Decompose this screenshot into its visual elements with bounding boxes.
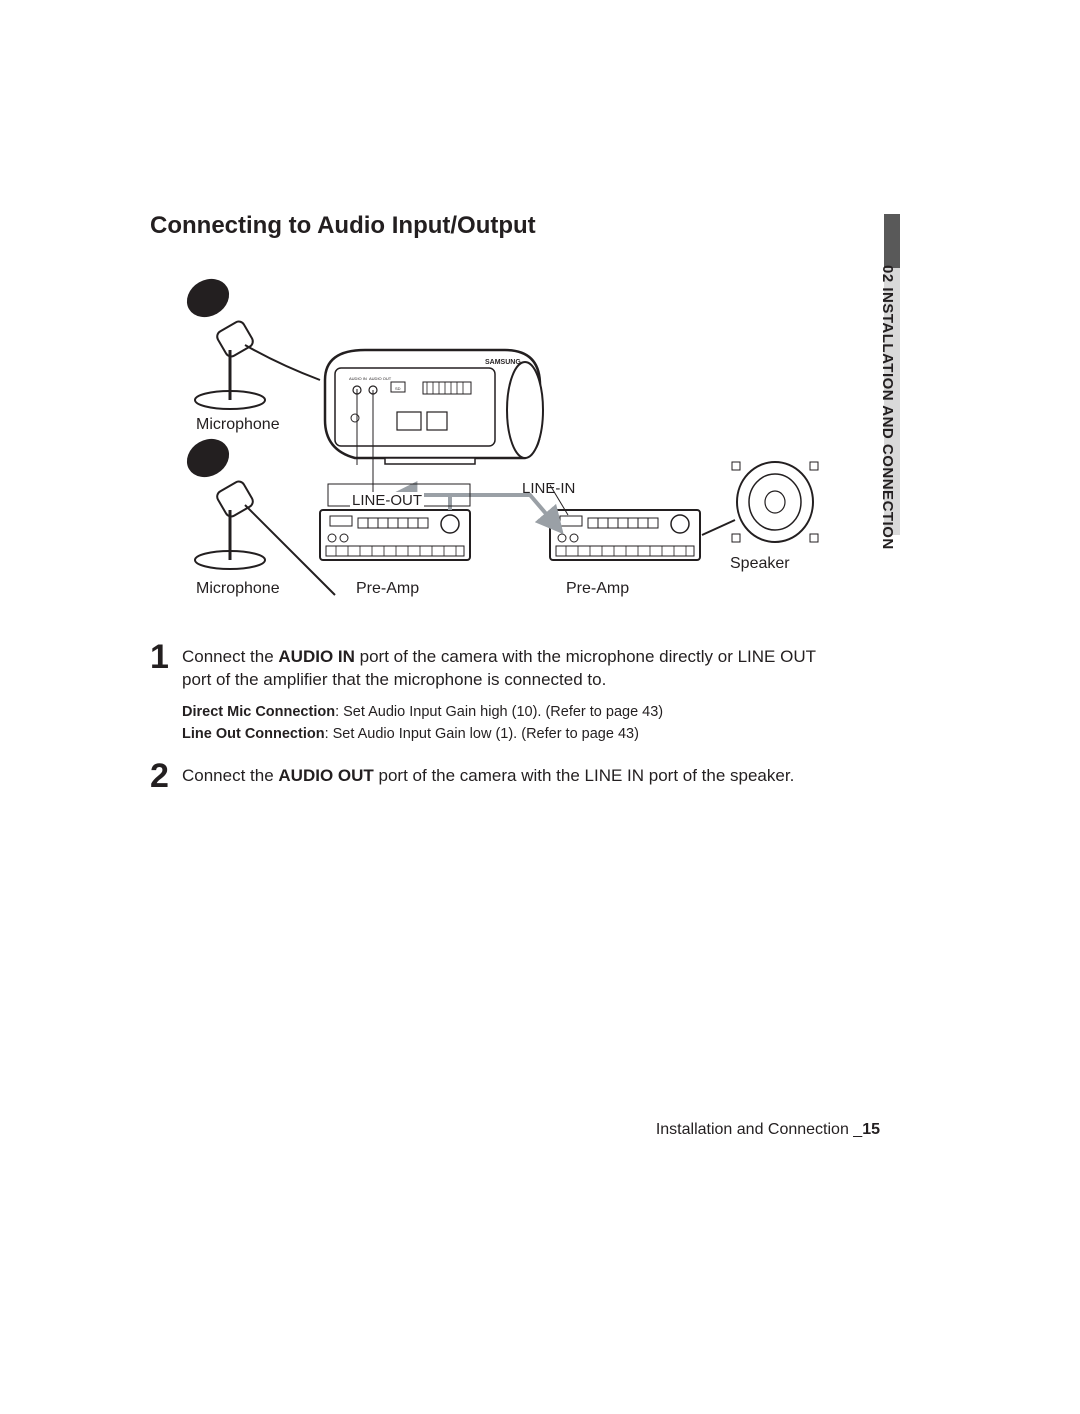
camera-icon: AUDIO IN AUDIO OUT SD bbox=[325, 350, 543, 464]
label-speaker: Speaker bbox=[730, 555, 790, 573]
step-1-notes: Direct Mic Connection: Set Audio Input G… bbox=[182, 702, 840, 746]
svg-text:SAMSUNG: SAMSUNG bbox=[485, 359, 521, 366]
side-tab-text: 02 INSTALLATION AND CONNECTION bbox=[879, 265, 896, 550]
preamp-left-icon bbox=[320, 510, 470, 560]
microphone-bottom-icon bbox=[180, 431, 335, 595]
step-1-number: 1 bbox=[150, 640, 178, 674]
svg-text:AUDIO IN: AUDIO IN bbox=[349, 376, 367, 381]
step-2-number: 2 bbox=[150, 759, 178, 793]
side-tab-bg-dark bbox=[884, 214, 900, 268]
step-2-body: Connect the AUDIO OUT port of the camera… bbox=[182, 759, 840, 788]
side-tab: 02 INSTALLATION AND CONNECTION bbox=[862, 215, 882, 545]
label-microphone-top: Microphone bbox=[196, 416, 280, 434]
step-1-note-1: Direct Mic Connection: Set Audio Input G… bbox=[182, 702, 840, 724]
side-tab-number: 02 bbox=[879, 265, 896, 283]
footer-section: Installation and Connection _ bbox=[656, 1121, 862, 1138]
footer-page-number: 15 bbox=[862, 1121, 880, 1138]
label-line-in: LINE-IN bbox=[522, 480, 575, 497]
step-1: 1 Connect the AUDIO IN port of the camer… bbox=[150, 640, 840, 692]
preamp-right-icon bbox=[550, 510, 700, 560]
label-preamp-left: Pre-Amp bbox=[356, 580, 419, 598]
microphone-top-icon bbox=[180, 271, 320, 409]
svg-text:AUDIO OUT: AUDIO OUT bbox=[369, 376, 392, 381]
label-line-out: LINE-OUT bbox=[350, 492, 424, 509]
label-microphone-bottom: Microphone bbox=[196, 580, 280, 598]
page: Connecting to Audio Input/Output 02 INST… bbox=[0, 0, 1080, 1414]
step-1-body: Connect the AUDIO IN port of the camera … bbox=[182, 640, 840, 692]
label-preamp-right: Pre-Amp bbox=[566, 580, 629, 598]
section-heading: Connecting to Audio Input/Output bbox=[150, 212, 536, 240]
page-footer: Installation and Connection _15 bbox=[656, 1121, 880, 1139]
svg-text:SD: SD bbox=[395, 386, 401, 391]
speaker-icon bbox=[732, 462, 818, 542]
side-tab-title: INSTALLATION AND CONNECTION bbox=[879, 287, 896, 549]
step-1-note-2: Line Out Connection: Set Audio Input Gai… bbox=[182, 724, 840, 746]
steps-list: 1 Connect the AUDIO IN port of the camer… bbox=[150, 640, 840, 803]
step-2: 2 Connect the AUDIO OUT port of the came… bbox=[150, 759, 840, 793]
